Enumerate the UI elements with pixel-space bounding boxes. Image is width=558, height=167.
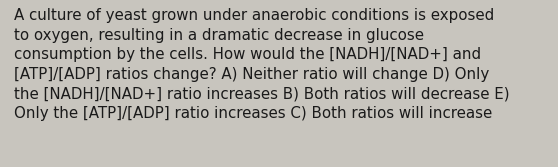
Text: A culture of yeast grown under anaerobic conditions is exposed
to oxygen, result: A culture of yeast grown under anaerobic… (14, 8, 509, 121)
